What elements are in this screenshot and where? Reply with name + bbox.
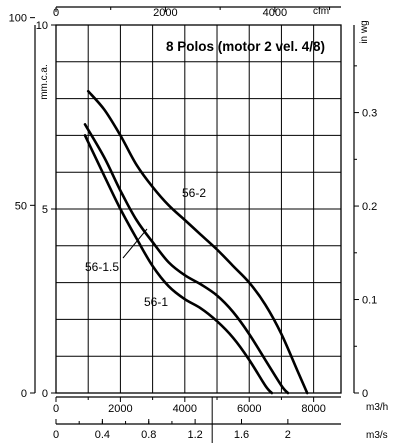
cfm-tick-label: 2000: [153, 7, 177, 19]
mmca-tick-label: 5: [42, 204, 48, 216]
x-axis-unit-cfm: cfm: [313, 6, 329, 17]
pa-tick-label: 0: [21, 388, 27, 400]
series-1-5-pointer: [122, 228, 148, 259]
m3s-tick-label: 0: [53, 429, 59, 441]
series-curve-1: [86, 89, 309, 395]
series-curve-2: [83, 123, 290, 395]
x-axis-unit-m3s: m3/s: [366, 430, 388, 441]
cfm-tick-label: 4000: [263, 7, 287, 19]
inwg-tick-label: 0: [362, 388, 368, 400]
pa-tick-label: 100: [9, 13, 27, 25]
cfm-tick-label: 0: [53, 7, 59, 19]
inwg-tick-label: 0.1: [362, 295, 377, 307]
m3h-tick-label: 8000: [301, 403, 325, 415]
chart-labels: 8 Polos (motor 2 vel. 4/8) Pa mm.c.a. in…: [9, 6, 389, 441]
series-label-56-1: 56-1: [144, 295, 168, 309]
chart-title: 8 Polos (motor 2 vel. 4/8): [166, 39, 325, 54]
m3h-tick-label: 2000: [108, 403, 132, 415]
m3h-tick-label: 0: [53, 403, 59, 415]
performance-curves: [83, 89, 309, 395]
y-axis-unit-mmca: mm.c.a.: [39, 64, 50, 100]
inwg-tick-label: 0.3: [362, 108, 377, 120]
series-curve-3: [83, 134, 274, 395]
m3h-tick-label: 4000: [173, 403, 197, 415]
m3s-tick-label: 2: [285, 429, 291, 441]
m3s-tick-label: 1.6: [234, 429, 249, 441]
x-axis-unit-m3h: m3/h: [366, 402, 388, 413]
series-label-56-2: 56-2: [182, 186, 206, 200]
mmca-tick-label: 10: [36, 20, 48, 32]
mmca-tick-label: 0: [42, 388, 48, 400]
inwg-tick-label: 0.2: [362, 201, 377, 213]
m3s-tick-label: 1.2: [187, 429, 202, 441]
m3s-tick-label: 0.4: [95, 429, 110, 441]
m3s-tick-label: 0.8: [141, 429, 156, 441]
series-label-56-1-5: 56-1.5: [85, 260, 119, 274]
y-axis-unit-inwg: in wg: [359, 20, 370, 43]
m3h-tick-label: 6000: [237, 403, 261, 415]
pa-tick-label: 50: [15, 200, 27, 212]
grid: [30, 6, 359, 443]
